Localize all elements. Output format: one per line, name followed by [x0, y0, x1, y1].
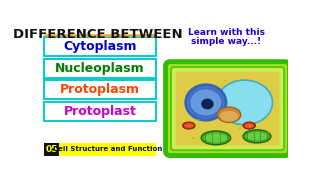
Ellipse shape — [244, 123, 254, 128]
Text: Protoplasm: Protoplasm — [60, 83, 140, 96]
Text: Nucleoplasm: Nucleoplasm — [55, 62, 145, 75]
Ellipse shape — [192, 137, 194, 139]
Text: simple way...!: simple way...! — [191, 37, 261, 46]
Ellipse shape — [201, 99, 214, 109]
Ellipse shape — [183, 122, 195, 129]
Ellipse shape — [267, 132, 269, 134]
Ellipse shape — [218, 107, 241, 122]
FancyBboxPatch shape — [44, 37, 156, 56]
Ellipse shape — [189, 89, 222, 116]
Ellipse shape — [249, 125, 251, 127]
Ellipse shape — [247, 136, 250, 138]
Ellipse shape — [204, 133, 228, 143]
Text: 05: 05 — [45, 145, 58, 154]
Ellipse shape — [243, 130, 271, 143]
FancyBboxPatch shape — [165, 62, 290, 156]
Ellipse shape — [220, 111, 238, 122]
Ellipse shape — [246, 132, 268, 141]
Bar — [60, 143, 156, 156]
FancyBboxPatch shape — [44, 102, 156, 121]
Text: DIFFERENCE BETWEEN: DIFFERENCE BETWEEN — [13, 28, 183, 41]
FancyBboxPatch shape — [176, 72, 279, 146]
Text: Learn with this: Learn with this — [188, 28, 265, 37]
Text: Cytoplasm: Cytoplasm — [63, 40, 137, 53]
Bar — [44, 143, 60, 156]
Ellipse shape — [186, 85, 226, 120]
Ellipse shape — [215, 134, 218, 136]
Ellipse shape — [217, 80, 273, 125]
FancyBboxPatch shape — [44, 58, 156, 78]
FancyBboxPatch shape — [171, 67, 284, 150]
Ellipse shape — [239, 127, 241, 129]
FancyBboxPatch shape — [44, 80, 156, 99]
Ellipse shape — [197, 119, 199, 121]
Ellipse shape — [224, 80, 226, 82]
Text: Cell Structure and Function: Cell Structure and Function — [53, 146, 162, 152]
Ellipse shape — [201, 131, 231, 145]
Ellipse shape — [184, 123, 194, 128]
Ellipse shape — [243, 122, 255, 129]
Text: Protoplast: Protoplast — [64, 105, 137, 118]
